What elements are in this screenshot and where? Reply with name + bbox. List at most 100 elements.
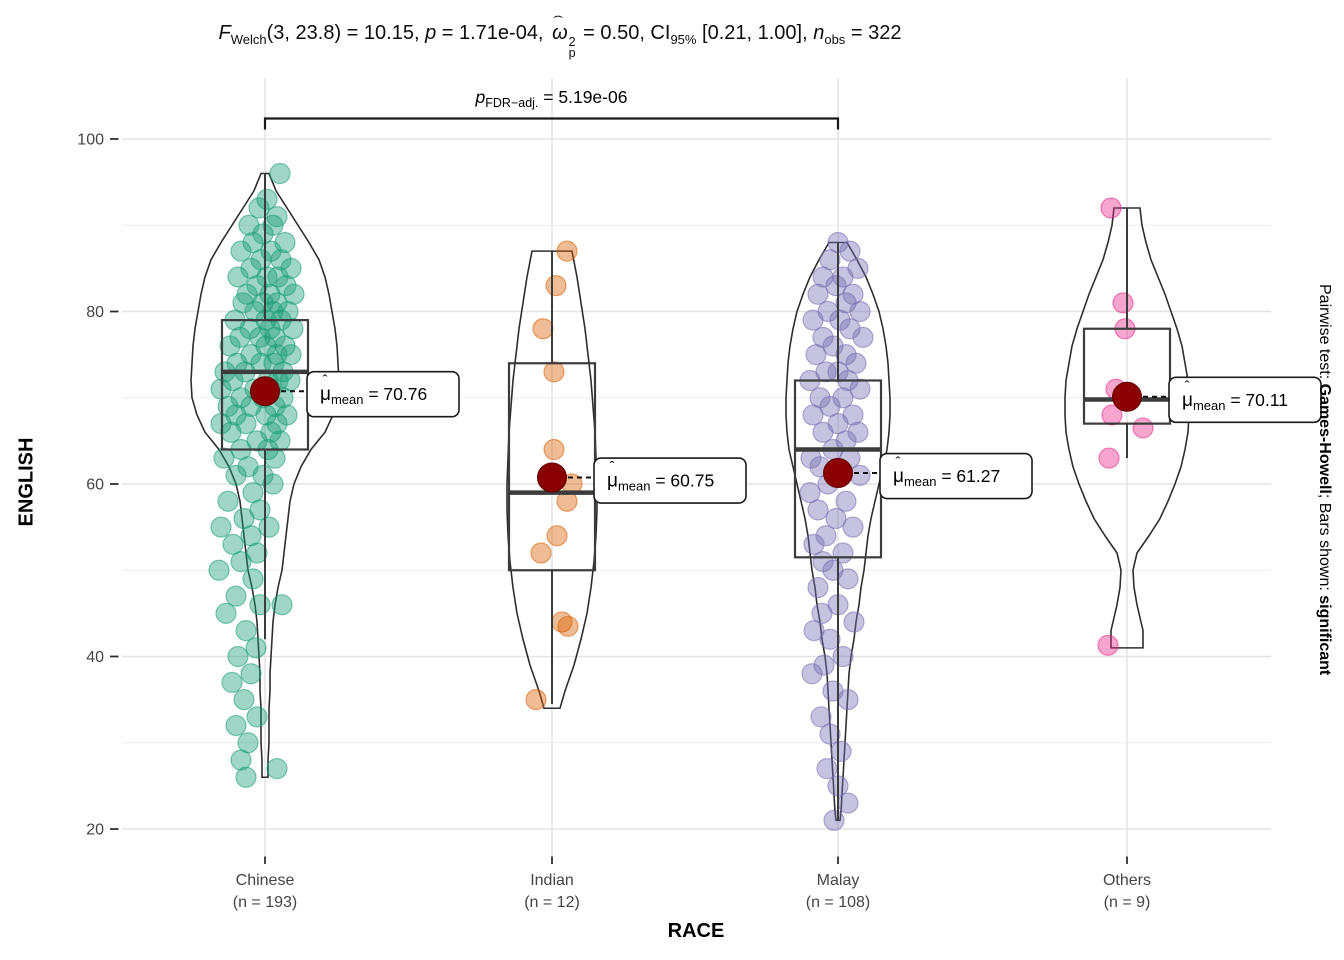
data-point xyxy=(802,309,824,331)
mean-label-hat: ˆ xyxy=(1185,378,1190,395)
data-point xyxy=(849,378,871,400)
data-point xyxy=(825,507,847,530)
data-point xyxy=(280,257,302,279)
data-point xyxy=(262,300,284,323)
data-point xyxy=(225,714,247,737)
bracket-p-label: pFDR−adj. = 5.19e-06 xyxy=(475,87,628,110)
mean-dot xyxy=(250,376,280,407)
data-point xyxy=(264,447,286,469)
data-point xyxy=(839,318,861,340)
data-point xyxy=(249,594,271,616)
mean-label-box xyxy=(593,457,747,504)
stats-subtitle: FWelch(3, 23.8) = 10.15, p = 1.71e-04, ω… xyxy=(218,12,902,60)
data-point xyxy=(816,758,838,780)
y-axis-title: ENGLISH xyxy=(15,437,38,527)
x-tick-label: Malay xyxy=(817,872,860,889)
data-point xyxy=(230,240,252,262)
data-point xyxy=(819,628,841,650)
data-point xyxy=(210,516,232,538)
data-point xyxy=(807,576,829,599)
data-point xyxy=(227,266,249,288)
data-point xyxy=(233,689,255,711)
y-tick-label: 40 xyxy=(86,649,104,666)
data-point xyxy=(221,671,243,693)
x-tick-label: Chinese xyxy=(236,872,295,889)
mean-dot xyxy=(1112,381,1142,412)
pairwise-test-caption: Pairwise test: Games-Howell; Bars shown:… xyxy=(1316,284,1333,676)
data-point xyxy=(235,620,257,642)
data-point xyxy=(235,766,257,788)
data-point xyxy=(280,344,302,366)
mean-label-hat: ˆ xyxy=(610,459,615,476)
data-point xyxy=(557,615,579,637)
data-point xyxy=(810,706,832,728)
data-point xyxy=(837,689,859,711)
data-point xyxy=(805,344,827,366)
data-point xyxy=(815,525,837,547)
data-point xyxy=(835,490,857,512)
data-point xyxy=(230,551,252,573)
boxplot-box xyxy=(1082,327,1172,425)
y-tick-label: 20 xyxy=(86,822,104,839)
data-point xyxy=(843,611,865,633)
data-point xyxy=(812,421,834,443)
data-point xyxy=(1112,292,1134,314)
data-point xyxy=(269,162,291,185)
mean-label-box xyxy=(306,370,460,418)
data-point xyxy=(227,645,249,668)
y-tick-label: 80 xyxy=(86,304,104,321)
data-point xyxy=(852,326,874,348)
data-point xyxy=(1098,447,1120,469)
mean-label-text: μmean = 61.27 xyxy=(893,466,1000,489)
x-tick-count: (n = 193) xyxy=(233,894,297,911)
data-point xyxy=(807,283,829,305)
violin-outline xyxy=(190,172,340,779)
data-point xyxy=(220,421,242,443)
data-point xyxy=(269,430,291,452)
mean-dot xyxy=(537,462,567,493)
data-point xyxy=(811,602,833,624)
data-point xyxy=(208,559,230,581)
mean-label-box xyxy=(1168,376,1322,424)
data-point xyxy=(532,318,554,340)
y-tick-label: 60 xyxy=(86,477,104,494)
data-point xyxy=(832,542,854,564)
mean-label-box xyxy=(879,452,1033,500)
data-point xyxy=(842,516,864,538)
data-point xyxy=(807,499,829,521)
x-tick-count: (n = 108) xyxy=(806,894,870,911)
data-point xyxy=(1101,404,1123,426)
data-point xyxy=(849,464,871,486)
data-point xyxy=(245,637,267,659)
data-point xyxy=(546,525,568,547)
data-point xyxy=(232,292,254,314)
data-point xyxy=(543,438,565,461)
x-tick-label: Indian xyxy=(530,872,574,889)
data-point xyxy=(803,533,825,555)
mean-label-hat: ˆ xyxy=(896,454,901,471)
data-point xyxy=(230,749,252,771)
mean-label-text: μmean = 60.75 xyxy=(607,471,714,494)
data-point xyxy=(1100,197,1122,219)
data-point xyxy=(271,594,293,616)
jitter-points xyxy=(525,240,583,711)
data-point xyxy=(242,568,264,590)
data-point xyxy=(225,585,247,607)
data-point xyxy=(242,231,264,254)
jitter-points xyxy=(1097,197,1154,656)
violin-outline xyxy=(785,241,891,822)
data-point xyxy=(277,300,299,323)
data-point xyxy=(1132,417,1154,439)
mean-label-text: μmean = 70.76 xyxy=(320,384,427,407)
data-point xyxy=(802,404,824,426)
x-tick-count: (n = 12) xyxy=(524,894,580,911)
jitter-points xyxy=(208,162,305,788)
violin-outline xyxy=(506,250,598,710)
data-point xyxy=(213,447,235,469)
data-point xyxy=(837,568,859,590)
data-point xyxy=(215,602,237,624)
jitter-points xyxy=(799,231,874,831)
data-point xyxy=(799,482,821,504)
